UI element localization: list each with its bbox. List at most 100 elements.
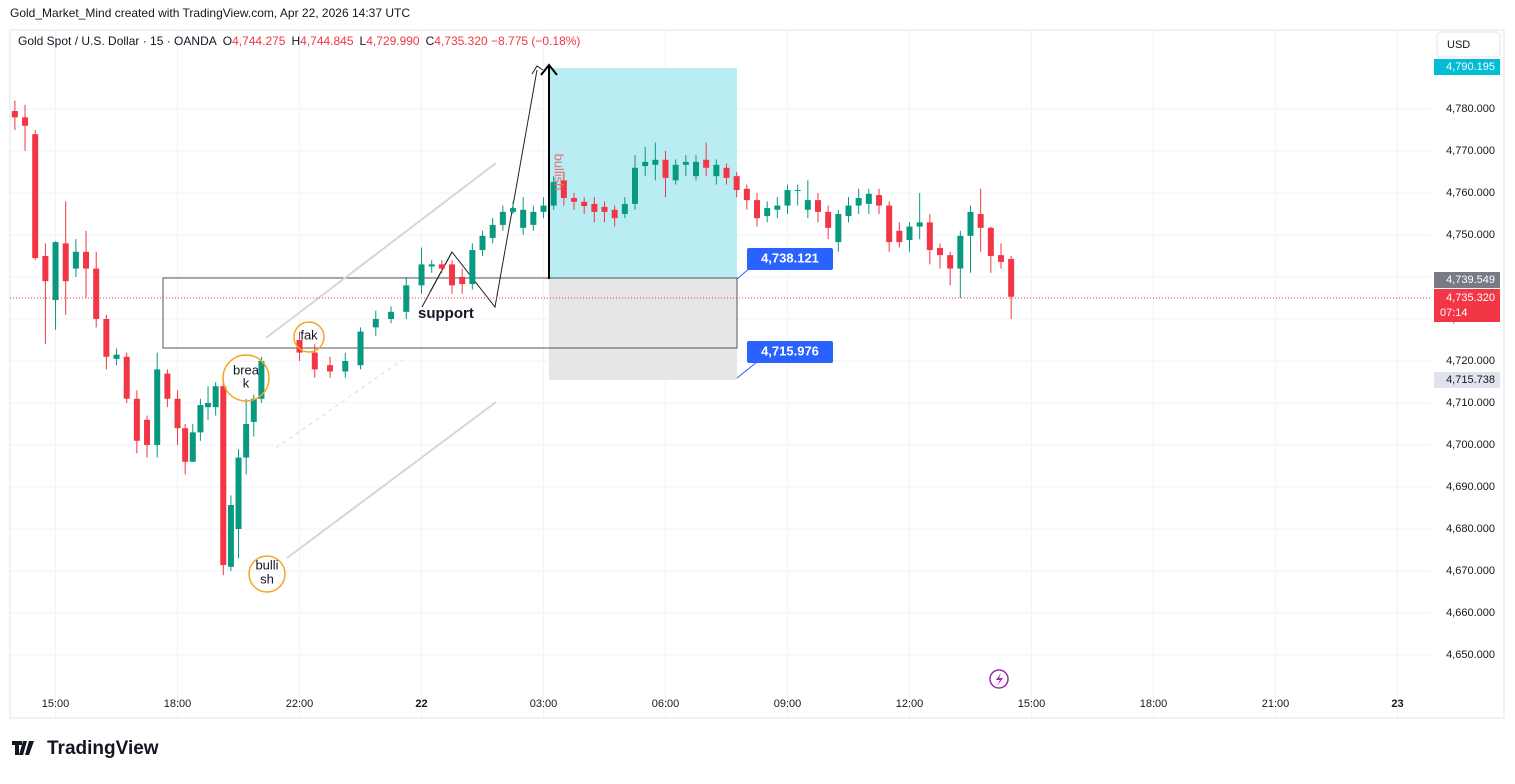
candle-body bbox=[906, 226, 913, 241]
candle-body bbox=[794, 190, 801, 192]
candle-body bbox=[835, 213, 842, 243]
x-tick-label: 15:00 bbox=[1018, 698, 1046, 710]
candle-body bbox=[32, 134, 39, 259]
candle-body bbox=[967, 211, 974, 236]
candle-body bbox=[825, 211, 832, 228]
change: −8.775 (−0.18%) bbox=[491, 34, 580, 48]
candle-body bbox=[947, 255, 954, 269]
circle-text: k bbox=[243, 375, 250, 390]
candle-body bbox=[764, 208, 771, 217]
price-tag-text: 4,790.195 bbox=[1446, 61, 1495, 73]
candle-body bbox=[591, 203, 598, 212]
arrow-head bbox=[531, 65, 544, 75]
candle-body bbox=[311, 352, 318, 370]
candle-body bbox=[357, 331, 364, 366]
x-tick-label: 03:00 bbox=[530, 698, 558, 710]
candles bbox=[11, 100, 1015, 576]
x-tick-label: 15:00 bbox=[42, 698, 70, 710]
ohlc-key: O bbox=[223, 34, 232, 48]
candle-body bbox=[997, 255, 1004, 262]
candle-body bbox=[164, 373, 171, 399]
candle-body bbox=[428, 264, 435, 267]
candle-body bbox=[865, 193, 872, 204]
price-tag bbox=[1434, 372, 1500, 388]
ohlc-key: C bbox=[426, 34, 435, 48]
y-tick-label: 4,710.000 bbox=[1446, 397, 1495, 409]
circle-marker bbox=[222, 354, 270, 402]
candle-body bbox=[52, 242, 59, 301]
candle-body bbox=[693, 161, 700, 177]
y-tick-label: 4,670.000 bbox=[1446, 565, 1495, 577]
price-tag bbox=[1434, 59, 1500, 75]
candle-body bbox=[672, 164, 679, 181]
candle-body bbox=[42, 255, 49, 282]
channel-mid bbox=[275, 359, 403, 449]
candle-body bbox=[733, 176, 740, 191]
candle-body bbox=[815, 200, 822, 212]
entry-label-box bbox=[747, 248, 833, 270]
candle-body bbox=[540, 205, 547, 212]
candle-body bbox=[418, 264, 425, 286]
path-drawing bbox=[429, 251, 453, 293]
x-tick-label: 09:00 bbox=[774, 698, 802, 710]
entry-label: 4,738.121 bbox=[761, 250, 819, 265]
candle-body bbox=[182, 428, 189, 462]
candle-body bbox=[774, 205, 781, 210]
candle-body bbox=[896, 230, 903, 243]
candle-body bbox=[113, 354, 120, 359]
candle-body bbox=[154, 369, 161, 445]
candle-body bbox=[22, 117, 29, 126]
channel-line bbox=[265, 162, 497, 339]
flash-icon-bolt bbox=[996, 673, 1003, 686]
candle-body bbox=[189, 432, 196, 462]
candle-body bbox=[845, 205, 852, 217]
flash-icon[interactable] bbox=[989, 669, 1009, 689]
candle-body bbox=[632, 167, 639, 204]
candle-body bbox=[804, 200, 811, 210]
candle-body bbox=[296, 339, 303, 353]
y-tick-label: 4,720.000 bbox=[1446, 355, 1495, 367]
candle-body bbox=[250, 398, 257, 422]
circle-text: bulli bbox=[255, 557, 278, 572]
candle-body bbox=[489, 224, 496, 238]
candle-body bbox=[1008, 258, 1015, 297]
currency-button[interactable] bbox=[1436, 31, 1501, 58]
candle-body bbox=[560, 180, 567, 199]
circle-text: brea bbox=[233, 362, 260, 377]
candle-body bbox=[227, 505, 234, 567]
x-tick-label: 23 bbox=[1391, 698, 1403, 710]
candle-body bbox=[601, 206, 608, 212]
candle-body bbox=[754, 200, 761, 219]
candle-body bbox=[93, 268, 100, 319]
candle-body bbox=[342, 360, 349, 372]
candle-body bbox=[936, 247, 943, 256]
candle-body bbox=[530, 211, 537, 225]
x-tick-label: 21:00 bbox=[1262, 698, 1290, 710]
legend: Gold Spot / U.S. Dollar · 15 · OANDA O4,7… bbox=[18, 34, 580, 48]
channel-line bbox=[286, 401, 497, 559]
circle-text: fak bbox=[300, 327, 318, 342]
currency[interactable]: USD bbox=[1447, 39, 1470, 51]
candle-body bbox=[550, 182, 557, 206]
circle-marker bbox=[248, 555, 286, 593]
candle-body bbox=[875, 195, 882, 206]
candle-body bbox=[388, 311, 395, 319]
candle-body bbox=[123, 356, 130, 399]
ohlc-key: L bbox=[360, 34, 367, 48]
candle-body bbox=[479, 235, 486, 251]
candle-body bbox=[83, 251, 90, 269]
candle-body bbox=[438, 264, 445, 269]
ohlc-value: 4,744.845 bbox=[300, 34, 354, 48]
candle-body bbox=[703, 159, 710, 168]
ohlc: O4,744.275 H4,744.845 L4,729.990 C4,735.320 bbox=[223, 34, 488, 48]
candle-body bbox=[662, 159, 669, 178]
y-tick-label: 4,770.000 bbox=[1446, 145, 1495, 157]
price-tag-text: 4,735.320 bbox=[1446, 292, 1495, 304]
stop-label-box bbox=[747, 341, 833, 363]
y-tick-label: 4,780.000 bbox=[1446, 103, 1495, 115]
loss-zone bbox=[549, 279, 737, 380]
candle-body bbox=[144, 419, 151, 445]
circle-marker bbox=[293, 321, 325, 353]
ohlc-value: 4,735.320 bbox=[434, 34, 488, 48]
candle-body bbox=[520, 209, 527, 228]
